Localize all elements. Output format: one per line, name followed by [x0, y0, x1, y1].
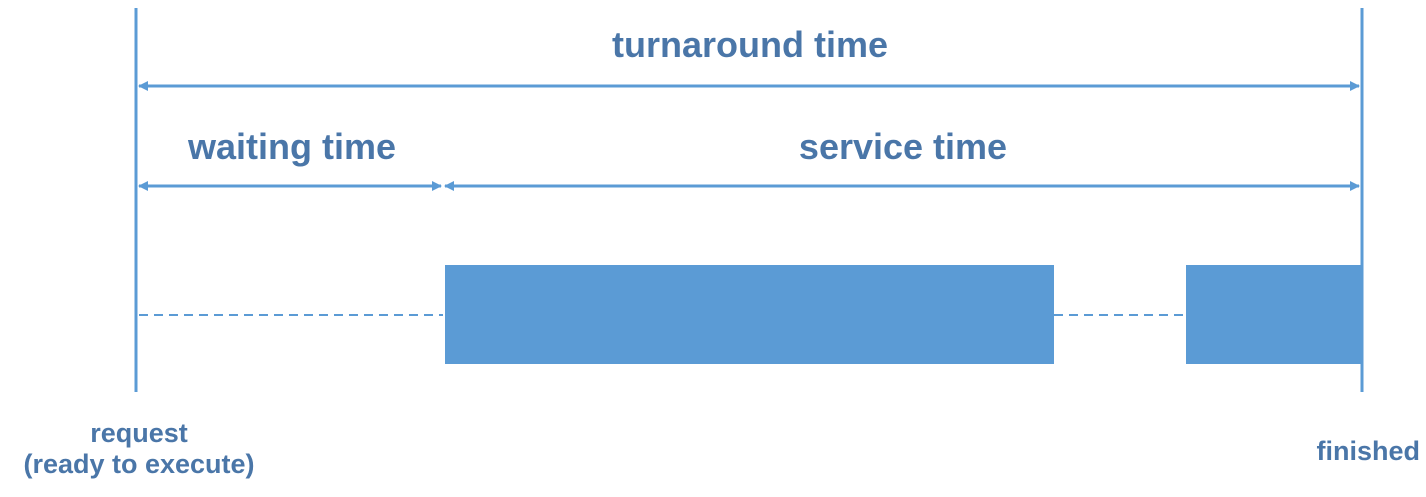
execution-block-1 [445, 265, 1054, 364]
turnaround-time-label: turnaround time [612, 24, 888, 65]
execution-block-2 [1186, 265, 1362, 364]
request-label: request (ready to execute) [23, 418, 254, 480]
request-label-line1: request [90, 418, 188, 448]
waiting-time-label: waiting time [187, 126, 397, 167]
finished-label: finished [1316, 436, 1420, 466]
service-time-label: service time [798, 126, 1008, 167]
request-label-line2: (ready to execute) [23, 449, 255, 480]
